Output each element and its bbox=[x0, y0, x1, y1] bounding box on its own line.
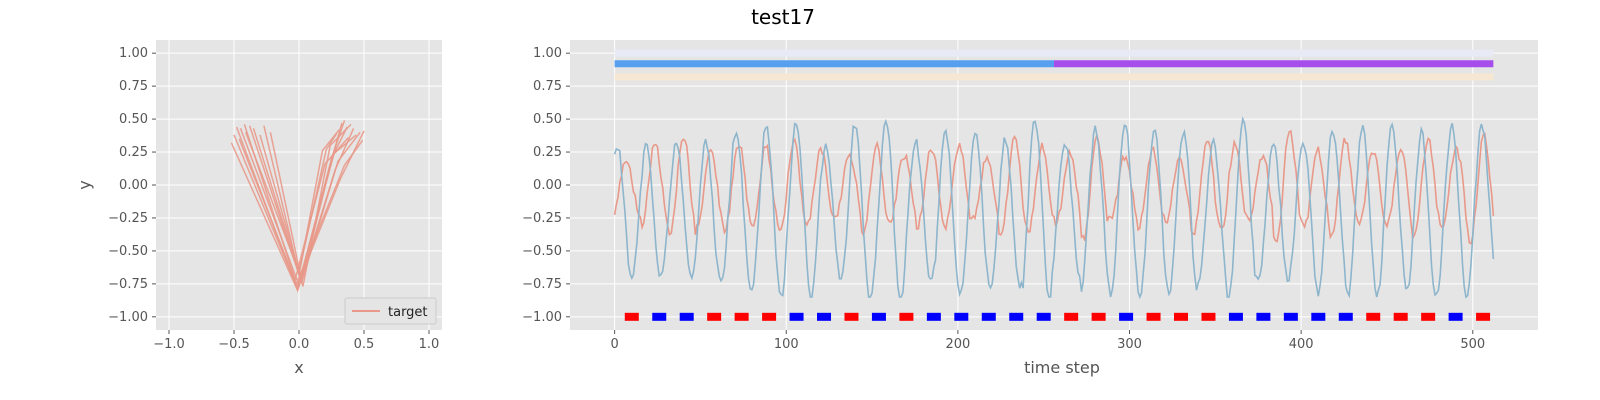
marker-red bbox=[1174, 312, 1189, 321]
marker-red bbox=[1201, 312, 1216, 321]
marker-red bbox=[1064, 312, 1079, 321]
x-tick-label: 0 bbox=[610, 337, 618, 352]
xy-plot-lines bbox=[230, 120, 365, 293]
y-tick-label: 0.50 bbox=[119, 112, 148, 127]
marker-blue bbox=[1448, 312, 1463, 321]
marker-blue bbox=[679, 312, 694, 321]
time-series-xlabel: time step bbox=[1024, 358, 1100, 377]
y-tick-label: −0.50 bbox=[108, 244, 148, 259]
x-tick-label: 1.0 bbox=[419, 337, 440, 352]
y-tick-label: −0.75 bbox=[522, 277, 562, 292]
marker-blue bbox=[817, 312, 832, 321]
x-tick-label: 300 bbox=[1117, 337, 1142, 352]
marker-red bbox=[1146, 312, 1161, 321]
marker-red bbox=[1091, 312, 1106, 321]
x-tick-label: −0.5 bbox=[218, 337, 250, 352]
time-series-bands bbox=[614, 49, 1494, 81]
y-tick-label: 0.75 bbox=[119, 79, 148, 94]
xy-plot-ylabel: y bbox=[75, 180, 94, 189]
y-tick-label: 1.00 bbox=[533, 46, 562, 61]
x-tick-label: 500 bbox=[1460, 337, 1485, 352]
marker-red bbox=[1421, 312, 1436, 321]
marker-red bbox=[624, 312, 639, 321]
marker-red bbox=[762, 312, 777, 321]
target-stroke bbox=[269, 123, 352, 287]
target-stroke bbox=[238, 138, 364, 286]
x-tick-label: 0.5 bbox=[354, 337, 375, 352]
marker-red bbox=[1366, 312, 1381, 321]
y-tick-label: 1.00 bbox=[119, 46, 148, 61]
marker-blue bbox=[652, 312, 667, 321]
xy-plot: −1.0 −0.5 0.0 0.5 1.0 1.00 0.75 0.50 0.25 0.00 −0… bbox=[75, 40, 442, 377]
marker-blue bbox=[1119, 312, 1134, 321]
y-tick-label: 0.25 bbox=[119, 145, 148, 160]
xy-plot-xlabel: x bbox=[294, 358, 303, 377]
target-stroke bbox=[263, 125, 340, 275]
legend-label-target: target bbox=[388, 305, 428, 320]
y-tick-label: 0.00 bbox=[119, 178, 148, 193]
xy-plot-y-ticks: 1.00 0.75 0.50 0.25 0.00 −0.25 −0.50 −0.75 −1.00 bbox=[108, 46, 156, 325]
marker-red bbox=[734, 312, 749, 321]
target-stroke bbox=[259, 126, 348, 285]
marker-blue bbox=[954, 312, 969, 321]
marker-blue bbox=[1338, 312, 1353, 321]
x-tick-label: −1.0 bbox=[153, 337, 185, 352]
marker-blue bbox=[1036, 312, 1051, 321]
marker-blue bbox=[981, 312, 996, 321]
marker-red bbox=[899, 312, 914, 321]
marker-red bbox=[844, 312, 859, 321]
legend: target bbox=[344, 297, 437, 325]
time-series-plot: 0 100 200 300 400 500 1.00 0.75 0.50 0.25 0.00 −0.… bbox=[522, 40, 1538, 377]
y-tick-label: −1.00 bbox=[108, 310, 148, 325]
marker-red bbox=[1393, 312, 1408, 321]
x-tick-label: 200 bbox=[945, 337, 970, 352]
marker-blue bbox=[1256, 312, 1271, 321]
y-tick-label: −0.25 bbox=[108, 211, 148, 226]
y-tick-label: −0.25 bbox=[522, 211, 562, 226]
marker-blue bbox=[1009, 312, 1024, 321]
time-series-y-ticks: 1.00 0.75 0.50 0.25 0.00 −0.25 −0.50 −0.75 −1.00 bbox=[522, 46, 570, 325]
marker-red bbox=[1476, 312, 1491, 321]
series-line-blue bbox=[613, 116, 1495, 300]
marker-blue bbox=[1283, 312, 1298, 321]
y-tick-label: −1.00 bbox=[522, 310, 562, 325]
time-series-x-ticks: 0 100 200 300 400 500 bbox=[610, 330, 1485, 352]
x-tick-label: 0.0 bbox=[289, 337, 310, 352]
x-tick-label: 100 bbox=[774, 337, 799, 352]
y-tick-label: −0.75 bbox=[108, 277, 148, 292]
time-series-markers bbox=[624, 312, 1491, 321]
marker-blue bbox=[926, 312, 941, 321]
marker-blue bbox=[1311, 312, 1326, 321]
x-tick-label: 400 bbox=[1289, 337, 1314, 352]
time-series-lines bbox=[613, 116, 1495, 300]
y-tick-label: 0.50 bbox=[533, 112, 562, 127]
y-tick-label: 0.25 bbox=[533, 145, 562, 160]
y-tick-label: 0.75 bbox=[533, 79, 562, 94]
target-stroke bbox=[248, 125, 361, 285]
figure-title: test17 bbox=[751, 5, 815, 29]
y-tick-label: 0.00 bbox=[533, 178, 562, 193]
marker-blue bbox=[871, 312, 886, 321]
target-stroke bbox=[244, 132, 338, 275]
xy-plot-x-ticks: −1.0 −0.5 0.0 0.5 1.0 bbox=[153, 330, 439, 352]
xy-plot-grid bbox=[156, 40, 442, 330]
marker-red bbox=[707, 312, 722, 321]
marker-blue bbox=[1228, 312, 1243, 321]
y-tick-label: −0.50 bbox=[522, 244, 562, 259]
marker-blue bbox=[789, 312, 804, 321]
legend-box bbox=[344, 297, 437, 325]
